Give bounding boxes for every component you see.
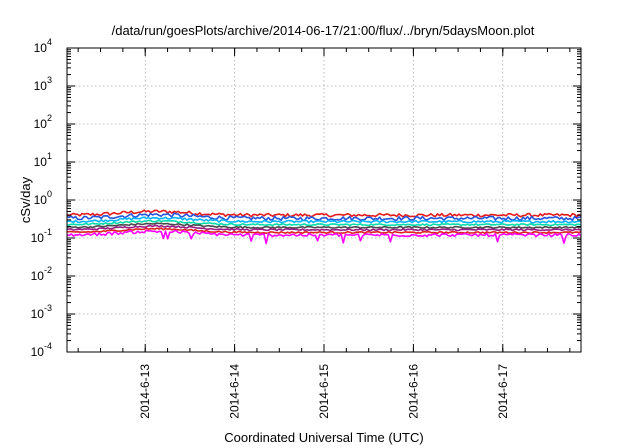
grid-lines [67,48,581,352]
y-tick-label: 104 [34,37,52,55]
y-tick-label: 102 [34,113,52,131]
x-tick-label: 2014-6-17 [496,364,510,419]
y-tick-label: 10-2 [31,265,52,283]
series-line [66,219,582,227]
x-tick-label: 2014-6-15 [317,364,331,419]
y-tick-label: 10-1 [31,227,52,245]
y-tick-label: 101 [34,151,52,169]
y-tick-label: 10-3 [31,303,52,321]
x-axis-label: Coordinated Universal Time (UTC) [224,430,423,445]
y-tick-label: 103 [34,75,52,93]
series-line [66,212,582,222]
y-tick-label: 10-4 [31,341,52,359]
x-tick-label: 2014-6-13 [138,364,152,419]
chart-title: /data/run/goesPlots/archive/2014-06-17/2… [112,23,535,38]
y-axis-label: cSv/day [18,176,33,223]
series-line [66,222,582,229]
series-line [66,224,582,232]
x-tick-label: 2014-6-16 [406,364,420,419]
series-line [66,227,582,235]
series-line [66,209,582,218]
y-tick-label: 100 [34,189,52,207]
x-axis: 2014-6-13 2014-6-14 2014-6-15 2014-6-16 2014… [77,48,571,419]
x-tick-label: 2014-6-14 [228,364,242,419]
y-axis: 104 103 102 101 100 10-1 10-2 10-3 10-4 [31,37,581,359]
series-line [66,216,582,224]
data-series [66,209,582,245]
series-line [66,229,582,245]
